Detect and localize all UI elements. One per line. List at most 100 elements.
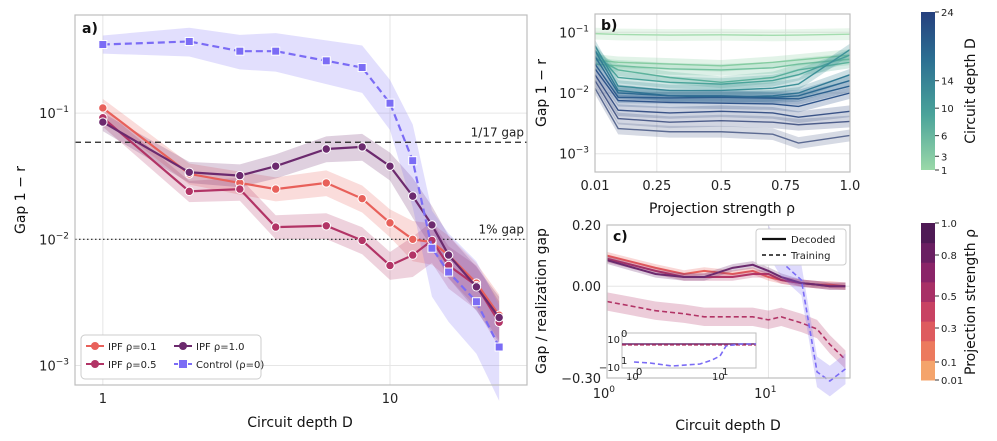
c-band-2: [607, 256, 846, 290]
point-control-4: [321, 56, 331, 66]
cb2-block-5: [921, 262, 935, 283]
cb2-block-2: [921, 321, 935, 342]
cb2-block-7: [921, 223, 935, 244]
b-ytick: 10−2: [559, 85, 589, 102]
b-band-4: [595, 44, 850, 91]
legend-box: [80, 334, 262, 380]
cb2-ticklabel-2: 0.3: [941, 324, 957, 335]
legend-marker-3: [179, 360, 187, 368]
b-band-5: [595, 39, 850, 97]
point-1-6: [385, 260, 395, 271]
point-control-3: [271, 46, 281, 56]
cb2-block-0: [921, 360, 935, 381]
b-ytick: 10−1: [559, 24, 589, 41]
colorbar-circuit-depth: 1 3 6 10 14 24 Circuit depth D: [921, 8, 979, 177]
cb2-block-4: [921, 281, 935, 302]
panel-c-frame: [606, 224, 851, 379]
series-line-2: [102, 121, 501, 319]
b-series-line-5: [594, 45, 851, 92]
series-line-1: [102, 116, 501, 323]
band-1: [102, 108, 500, 348]
panel-a-ylabel: Gap 1 − r: [13, 166, 29, 234]
b-xtick-3: 0.75: [771, 179, 800, 194]
panel-c-ylabel: Gap / realization gap: [534, 228, 550, 374]
c-xtick-1: 101: [754, 385, 776, 402]
a-ytick: 10−3: [39, 357, 69, 374]
b-ytick: 10−3: [559, 146, 589, 163]
inset-line-control: [633, 343, 756, 367]
panel-a-frame: [74, 14, 528, 386]
point-1-2: [235, 184, 245, 194]
panel-b-frame: [594, 13, 851, 173]
point-control-0: [98, 40, 108, 50]
point-0-4: [321, 178, 331, 188]
point-1-4: [321, 221, 331, 231]
cb2-block-1: [921, 340, 935, 361]
panel-a: 1/17 gap 1% gap a) 1 10 10−3 10−2 10−1 Circu…: [13, 14, 528, 431]
point-2-4: [321, 144, 331, 154]
b-series-line-0: [594, 32, 851, 37]
point-control-9: [444, 267, 454, 277]
b-band-9: [595, 62, 850, 113]
label-1pct-gap: 1% gap: [479, 222, 524, 236]
point-2-5: [357, 142, 367, 152]
point-control-11: [494, 342, 504, 352]
cb1-ticklabel-4: 14: [941, 77, 954, 88]
point-2-9: [443, 250, 454, 260]
cb2-block-6: [921, 242, 935, 263]
point-1-3: [271, 222, 281, 232]
legend-rho-1-0: IPF ρ=1.0: [196, 342, 245, 353]
panel-c-legend: Decoded Training: [755, 228, 847, 266]
c-ytick-1: 0.00: [572, 280, 601, 295]
panel-b-xlabel: Projection strength ρ: [649, 201, 795, 217]
panel-b-label: b): [601, 18, 617, 34]
point-control-10: [471, 297, 481, 307]
inset-ytick-0-exp: 0: [621, 329, 627, 340]
a-xtick-10: 10: [382, 392, 399, 407]
panel-a-background: [75, 15, 527, 385]
c-xtick-0: 100: [593, 385, 616, 402]
inset-xtick-1: 10: [712, 372, 725, 383]
point-0-5: [357, 193, 367, 204]
b-xtick-1: 0.25: [642, 179, 671, 194]
b-band-6: [595, 44, 850, 104]
point-2-11: [494, 312, 504, 323]
c-ytick-0: −0.30: [561, 372, 601, 387]
b-band-3: [595, 51, 850, 89]
b-xtick-4: 1.0: [840, 179, 861, 194]
b-series-line-7: [594, 56, 851, 98]
b-band-12: [595, 82, 850, 149]
point-control-1: [184, 36, 194, 46]
inset-xtick-0: 10: [626, 372, 639, 383]
point-2-10: [471, 282, 482, 292]
panel-a-xlabel: Circuit depth D: [247, 415, 353, 431]
b-series-line-11: [594, 80, 851, 126]
inset-xtick-0-exp: 0: [636, 367, 642, 378]
legend-rho-0-5: IPF ρ=0.5: [108, 360, 157, 371]
legend-marker-1: [91, 360, 99, 368]
inset-ytick-0: 10: [607, 335, 620, 346]
label-1-17-gap: 1/17 gap: [471, 125, 524, 139]
b-band-2: [595, 53, 850, 76]
colorbar-depth-gradient: [921, 12, 935, 170]
band-2: [102, 112, 500, 343]
point-2-3: [271, 161, 281, 171]
a-ytick: 10−1: [39, 105, 69, 122]
inset-xtick-1-exp: 1: [722, 367, 728, 378]
point-2-7: [408, 191, 418, 201]
point-2-2: [235, 170, 245, 181]
panel-b: b) 0.01 0.25 0.5 0.75 1.0 10−3 10−2 10−1 Projec…: [534, 13, 861, 217]
inset-ytick-1: −10: [599, 363, 620, 374]
cb2-ticklabel-3: 0.5: [941, 292, 957, 303]
c-ytick-2: 0.20: [572, 219, 601, 234]
point-1-1: [184, 186, 194, 197]
point-control-7: [408, 156, 418, 166]
point-2-6: [385, 161, 395, 171]
b-band-8: [595, 58, 850, 105]
legend-rho-0-1: IPF ρ=0.1: [108, 342, 157, 353]
point-0-6: [385, 218, 395, 228]
cb1-ticklabel-0: 1: [941, 166, 947, 177]
band-3: [102, 27, 500, 401]
